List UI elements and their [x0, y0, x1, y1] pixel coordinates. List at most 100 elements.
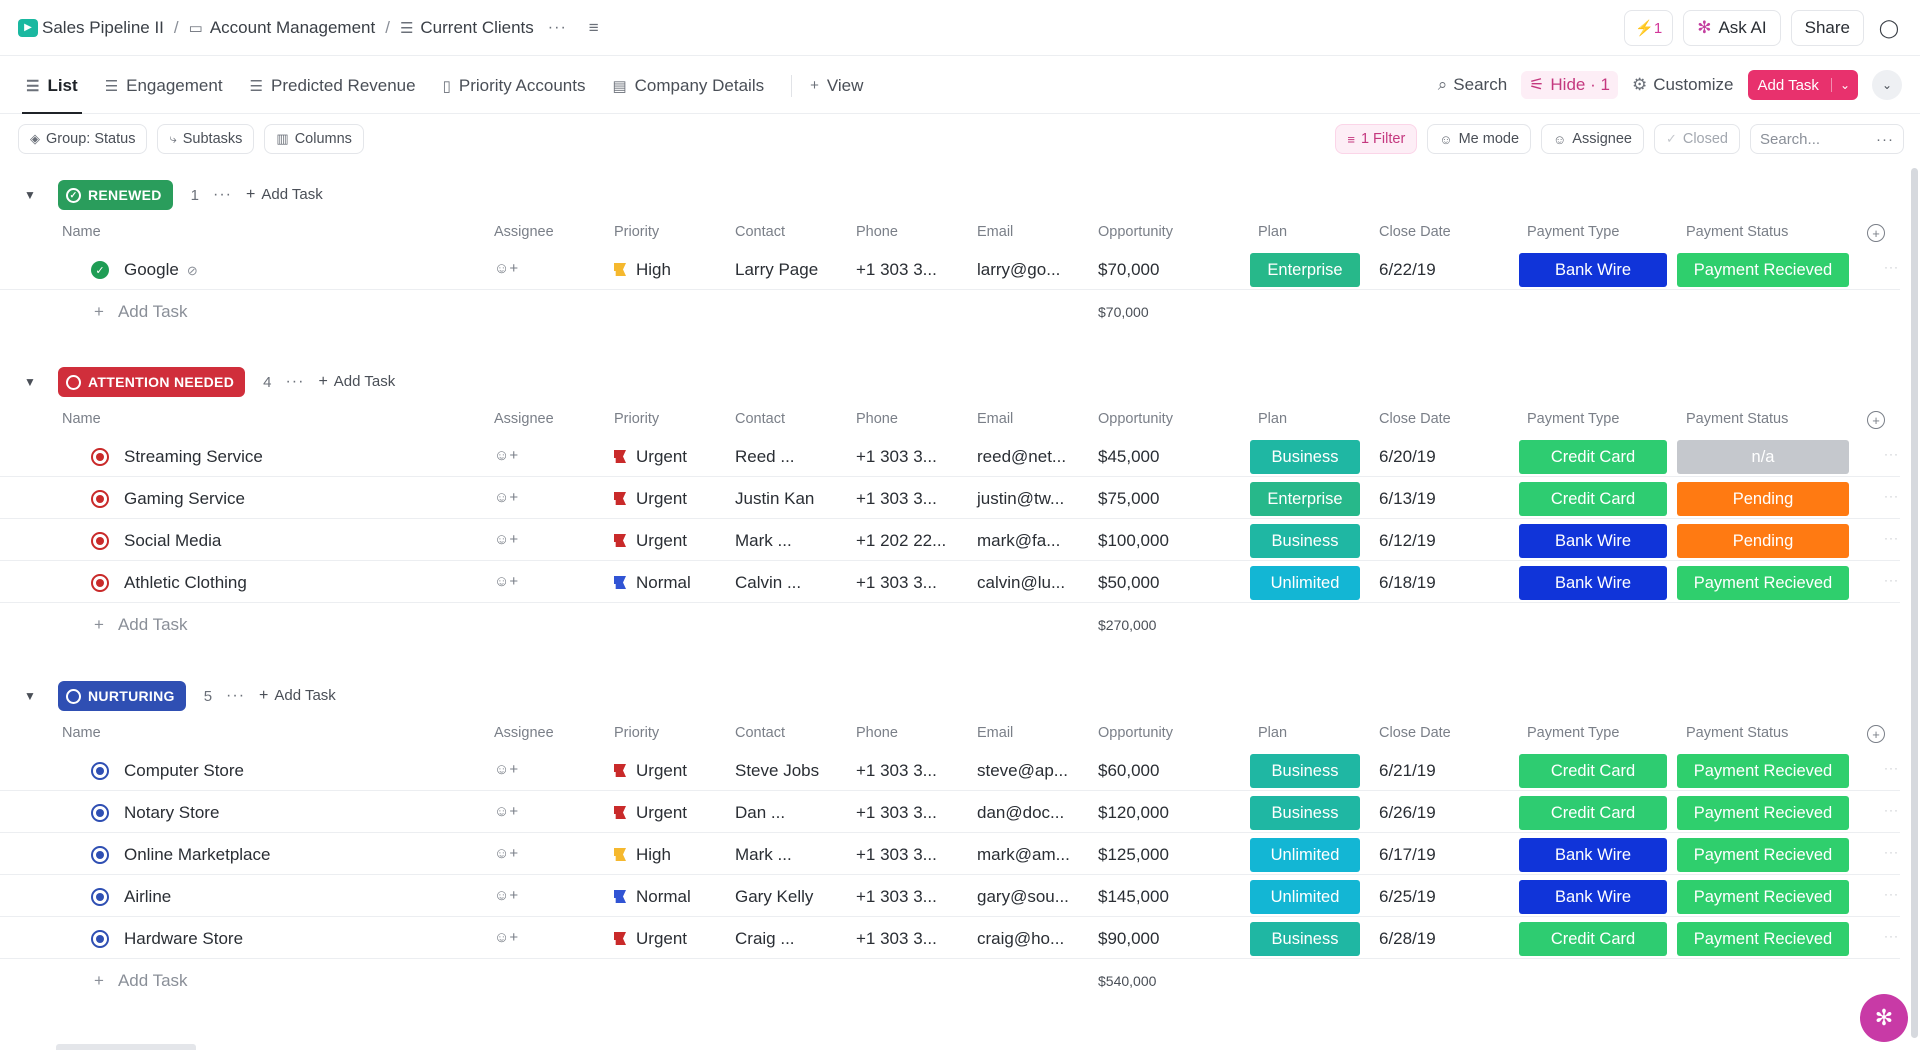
column-header[interactable]: Contact: [735, 411, 785, 427]
payment-type-badge[interactable]: Credit Card: [1519, 754, 1667, 788]
plan-badge[interactable]: Business: [1250, 922, 1360, 956]
close-date-cell[interactable]: 6/28/19: [1379, 929, 1436, 948]
more-options-icon[interactable]: ···: [1876, 130, 1894, 148]
payment-status-badge[interactable]: Payment Recieved: [1677, 754, 1849, 788]
task-status-icon[interactable]: ✓: [91, 261, 109, 279]
add-assignee-icon[interactable]: ☺+: [494, 531, 519, 548]
tab-list[interactable]: ☰ List: [22, 58, 82, 114]
opportunity-cell[interactable]: $100,000: [1098, 531, 1169, 550]
table-row[interactable]: Hardware Store ☺+ Urgent Craig ... +1 303 3.…: [0, 917, 1900, 959]
priority-cell[interactable]: Urgent: [614, 761, 687, 781]
add-assignee-icon[interactable]: ☺+: [494, 489, 519, 506]
row-more-icon[interactable]: ···: [1884, 573, 1899, 587]
opportunity-cell[interactable]: $50,000: [1098, 573, 1160, 592]
column-header[interactable]: Payment Type: [1527, 725, 1620, 741]
status-badge[interactable]: NURTURING: [58, 681, 186, 711]
column-header[interactable]: Name: [62, 411, 101, 427]
vertical-scrollbar[interactable]: [1911, 168, 1918, 1038]
add-assignee-icon[interactable]: ☺+: [494, 260, 519, 277]
task-name[interactable]: Hardware Store: [124, 929, 243, 949]
priority-cell[interactable]: Urgent: [614, 929, 687, 949]
task-status-icon[interactable]: [91, 804, 109, 822]
breadcrumb-folder[interactable]: Account Management: [209, 17, 376, 37]
column-header[interactable]: Name: [62, 224, 101, 240]
add-view-button[interactable]: + View: [810, 58, 863, 114]
payment-type-badge[interactable]: Credit Card: [1519, 922, 1667, 956]
task-name[interactable]: Athletic Clothing: [124, 573, 247, 593]
column-header[interactable]: Opportunity: [1098, 224, 1173, 240]
contact-cell[interactable]: Mark ...: [735, 531, 792, 550]
plan-badge[interactable]: Business: [1250, 440, 1360, 474]
close-date-cell[interactable]: 6/22/19: [1379, 260, 1436, 279]
share-button[interactable]: Share: [1790, 10, 1864, 46]
row-more-icon[interactable]: ···: [1884, 803, 1899, 817]
opportunity-cell[interactable]: $90,000: [1098, 929, 1160, 948]
task-name[interactable]: Streaming Service: [124, 447, 263, 467]
plan-badge[interactable]: Business: [1250, 524, 1360, 558]
priority-cell[interactable]: Normal: [614, 573, 691, 593]
closed-toggle[interactable]: ✓ Closed: [1653, 124, 1740, 154]
column-header[interactable]: Close Date: [1379, 725, 1451, 741]
task-name[interactable]: Online Marketplace: [124, 845, 270, 865]
priority-cell[interactable]: Urgent: [614, 531, 687, 551]
payment-status-badge[interactable]: Payment Recieved: [1677, 838, 1849, 872]
tab-engagement[interactable]: ☰ Engagement: [105, 58, 223, 114]
more-options-icon[interactable]: ···: [285, 373, 305, 390]
contact-cell[interactable]: Mark ...: [735, 845, 792, 864]
customize-button[interactable]: ⚙ Customize: [1632, 75, 1734, 95]
row-more-icon[interactable]: ···: [1884, 761, 1899, 775]
phone-cell[interactable]: +1 303 3...: [856, 489, 937, 508]
payment-status-badge[interactable]: Payment Recieved: [1677, 253, 1849, 287]
opportunity-cell[interactable]: $120,000: [1098, 803, 1169, 822]
column-header[interactable]: Close Date: [1379, 411, 1451, 427]
column-header[interactable]: Plan: [1258, 411, 1288, 427]
column-header[interactable]: Payment Type: [1527, 411, 1620, 427]
close-date-cell[interactable]: 6/12/19: [1379, 531, 1436, 550]
add-assignee-icon[interactable]: ☺+: [494, 573, 519, 590]
task-name[interactable]: Notary Store: [124, 803, 219, 823]
payment-type-badge[interactable]: Bank Wire: [1519, 253, 1667, 287]
task-status-icon[interactable]: [91, 448, 109, 466]
email-cell[interactable]: mark@am...: [977, 845, 1070, 864]
table-row[interactable]: Computer Store ☺+ Urgent Steve Jobs +1 303 3…: [0, 749, 1900, 791]
column-header[interactable]: Payment Status: [1686, 725, 1789, 741]
add-assignee-icon[interactable]: ☺+: [494, 761, 519, 778]
hide-button[interactable]: ⚟ Hide · 1: [1521, 71, 1618, 99]
collapse-toolbar-icon[interactable]: ⌄: [1872, 70, 1902, 100]
group-add-task-button[interactable]: + Add Task: [318, 373, 395, 391]
contact-cell[interactable]: Calvin ...: [735, 573, 802, 592]
contact-cell[interactable]: Steve Jobs: [735, 761, 820, 780]
task-name[interactable]: Airline: [124, 887, 171, 907]
column-header[interactable]: Close Date: [1379, 224, 1451, 240]
phone-cell[interactable]: +1 303 3...: [856, 845, 937, 864]
add-task-row[interactable]: + Add Task $70,000: [0, 290, 1900, 332]
email-cell[interactable]: calvin@lu...: [977, 573, 1066, 592]
add-task-row[interactable]: + Add Task $540,000: [0, 959, 1900, 1001]
search-button[interactable]: ⌕ Search: [1438, 75, 1507, 95]
close-date-cell[interactable]: 6/25/19: [1379, 887, 1436, 906]
ask-ai-button[interactable]: ✻ Ask AI: [1683, 10, 1781, 46]
add-task-button[interactable]: + Add Task: [94, 971, 188, 991]
close-date-cell[interactable]: 6/18/19: [1379, 573, 1436, 592]
add-assignee-icon[interactable]: ☺+: [494, 887, 519, 904]
phone-cell[interactable]: +1 303 3...: [856, 761, 937, 780]
row-more-icon[interactable]: ···: [1884, 447, 1899, 461]
close-date-cell[interactable]: 6/21/19: [1379, 761, 1436, 780]
plan-badge[interactable]: Unlimited: [1250, 880, 1360, 914]
priority-cell[interactable]: High: [614, 260, 671, 280]
payment-status-badge[interactable]: Pending: [1677, 482, 1849, 516]
phone-cell[interactable]: +1 303 3...: [856, 447, 937, 466]
table-row[interactable]: ✓ Google ⊘ ☺+ High Larry Page +1 303 3... larry…: [0, 248, 1900, 290]
payment-type-badge[interactable]: Bank Wire: [1519, 524, 1667, 558]
collapse-caret-icon[interactable]: ▼: [24, 375, 36, 389]
opportunity-cell[interactable]: $75,000: [1098, 489, 1160, 508]
plan-badge[interactable]: Unlimited: [1250, 838, 1360, 872]
column-header[interactable]: Phone: [856, 725, 898, 741]
contact-cell[interactable]: Gary Kelly: [735, 887, 814, 906]
email-cell[interactable]: mark@fa...: [977, 531, 1061, 550]
automations-button[interactable]: ⚡ 1: [1624, 10, 1674, 46]
row-more-icon[interactable]: ···: [1884, 260, 1899, 274]
row-more-icon[interactable]: ···: [1884, 531, 1899, 545]
phone-cell[interactable]: +1 303 3...: [856, 260, 937, 279]
collapse-caret-icon[interactable]: ▼: [24, 188, 36, 202]
